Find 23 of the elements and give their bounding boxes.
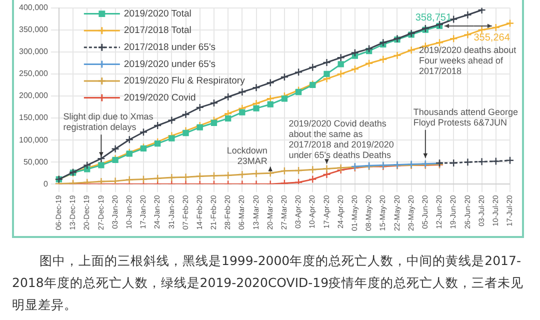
annotation: 2019/2020 Covid deaths about the same as 2017/2018 and 2019/2020 under 65's deaths Deaths xyxy=(288,118,394,160)
y-tick-label: 0 xyxy=(43,179,48,188)
y-tick-label: 300,000 xyxy=(18,47,48,56)
legend-label: 2019/2020 Covid xyxy=(124,92,196,104)
y-tick-label: 150,000 xyxy=(18,113,48,122)
legend-label: 2017/2018 under 65's xyxy=(124,42,216,54)
y-tick-label: 50,000 xyxy=(23,157,48,166)
data-label: 358,751 xyxy=(415,12,452,24)
annotation: Thousands attend George Floyd Protests 6&7JUN xyxy=(413,106,518,128)
y-tick-label: 100,000 xyxy=(18,135,48,144)
annotation: 2019/2020 deaths about Four weeks ahead of 2017/2018 xyxy=(419,44,517,76)
y-tick-label: 200,000 xyxy=(18,91,48,100)
legend-label: 2019/2020 Flu & Respiratory xyxy=(124,76,246,87)
annotation: Slight dip due to Xmas registration delays xyxy=(63,112,154,132)
y-tick-label: 250,000 xyxy=(18,69,48,78)
legend-label: 2019/2020 Total xyxy=(124,8,192,20)
legend-label: 2017/2018 Total xyxy=(124,25,192,36)
text: 图中，上面的三根斜线，黑线是1999-2000年度的总死亡人数，中间的黄线是2017-2018年度的总死亡人数，绿线是2019-2020COVID-19疫情年度的总死亡人数，三者未见明显差异。 xyxy=(12,252,525,314)
legend-label: 2019/2020 under 65's xyxy=(124,58,216,70)
annotation: Lockdown 23MAR xyxy=(226,146,268,166)
data-label: 355,264 xyxy=(474,32,510,44)
y-tick-label: 350,000 xyxy=(18,25,48,34)
y-tick-label: 400,000 xyxy=(18,3,48,12)
